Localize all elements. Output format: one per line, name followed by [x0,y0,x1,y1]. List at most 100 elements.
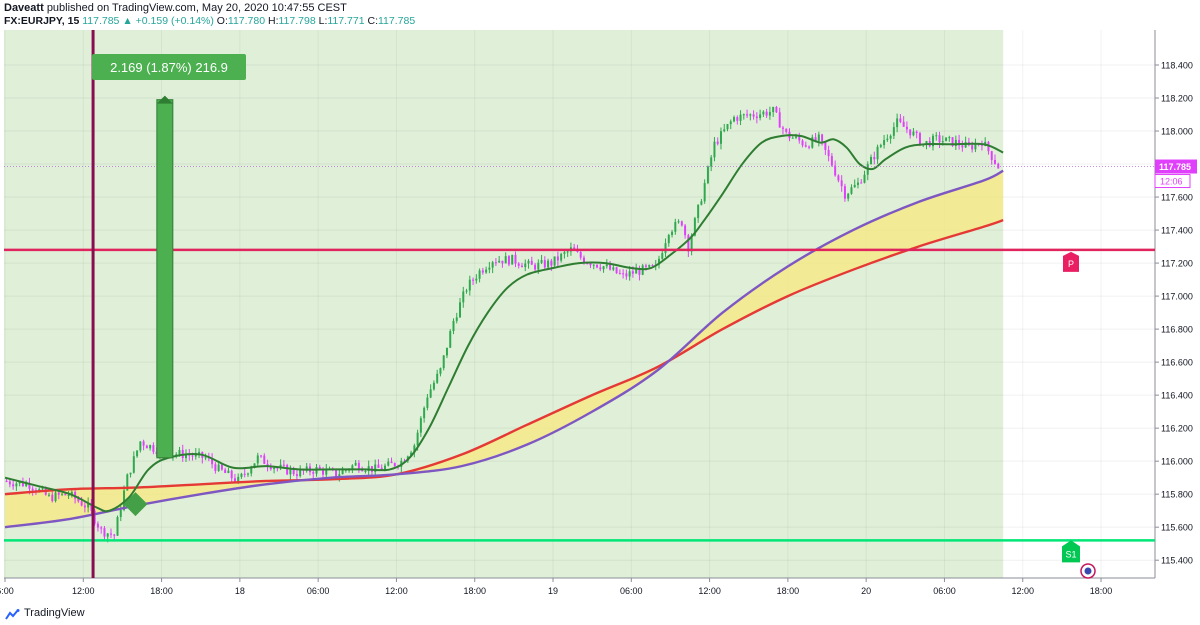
candle-body [582,257,585,264]
x-tick-label: 12:00 [72,586,95,596]
candle-body [853,184,856,188]
candle-body [710,157,713,167]
candle-body [100,527,103,529]
high-value: 117.798 [278,15,316,27]
candle-body [70,491,73,496]
candle-body [902,121,905,127]
candle-body [87,502,90,508]
candle-body [481,270,484,273]
candle-body [8,481,11,485]
candle-body [990,151,993,160]
candle-body [341,469,344,475]
candle-body [393,463,396,467]
candle-body [850,187,853,194]
x-tick-label: 18:00 [777,586,800,596]
candle-body [28,483,31,489]
open-label: O: [216,15,228,27]
candle-body [475,278,478,281]
candle-body [733,117,736,122]
candle-body [739,114,742,121]
candle-body [246,473,249,475]
current-price-badge [1155,159,1197,174]
candle-body [132,456,135,473]
candle-body [423,407,426,419]
price-chart[interactable]: 118.400118.200118.000117.800117.600117.4… [0,0,1200,605]
x-tick-label: 18:00 [1090,586,1113,596]
candle-body [870,156,873,165]
candle-body [726,124,729,130]
candle-body [459,302,462,318]
candle-body [997,163,1000,169]
candle-body [553,256,556,266]
candle-body [413,445,416,453]
candle-body [204,457,207,459]
candle-body [357,462,360,471]
candle-body [227,470,230,473]
candle-body [719,131,722,144]
candle-body [501,260,504,264]
candle-body [768,112,771,116]
y-tick-label: 116.600 [1161,358,1193,368]
tradingview-brand[interactable]: TradingView [24,607,85,619]
candle-body [618,273,621,275]
candle-body [648,264,651,267]
candle-body [149,445,152,449]
candle-body [801,140,804,146]
candle-body [507,256,510,265]
candle-body [220,464,223,470]
author-name[interactable]: Daveatt [4,2,44,14]
candle-body [106,533,109,537]
candle-body [119,509,122,518]
y-tick-label: 116.200 [1161,424,1193,434]
y-tick-label: 117.000 [1161,292,1193,302]
footer: TradingView [0,605,1200,625]
candle-body [915,131,918,134]
close-value: 117.785 [377,15,416,27]
candle-body [520,265,523,268]
candle-body [442,355,445,369]
s1-badge [1062,540,1080,563]
candle-body [938,135,941,143]
candle-body [472,279,475,281]
candle-body [387,461,390,466]
candle-body [269,466,272,470]
candle-body [674,221,677,232]
candle-body [524,263,527,268]
candle-body [958,139,961,146]
x-tick-label: 12:00 [698,586,721,596]
candle-body [579,251,582,258]
candle-body [237,476,240,482]
candle-body [429,389,432,398]
candle-body [635,269,638,274]
candle-body [671,231,674,235]
candle-body [830,156,833,166]
candle-body [416,432,419,446]
candle-body [449,331,452,348]
open-value: 117.780 [227,15,266,27]
candle-body [243,473,246,475]
candle-body [883,140,886,146]
up-triangle-icon: ▲ [122,15,133,27]
candle-body [25,483,28,487]
candle-body [941,141,944,143]
candle-body [592,264,595,266]
candle-body [664,243,667,254]
candle-body [706,166,709,184]
close-label: C: [367,15,378,27]
countdown-label: 12:06 [1160,177,1183,187]
candle-body [419,418,422,433]
candle-body [126,474,129,491]
low-value: 117.771 [327,15,365,27]
candle-body [83,505,86,508]
candle-body [781,127,784,129]
candle-body [93,510,96,524]
candle-body [804,145,807,147]
candle-body [918,133,921,146]
candle-body [80,501,83,506]
candle-body [677,221,680,223]
candle-body [51,494,54,502]
candle-body [700,201,703,205]
y-tick-label: 116.800 [1161,325,1193,335]
candle-body [139,441,142,451]
candle-body [432,382,435,390]
